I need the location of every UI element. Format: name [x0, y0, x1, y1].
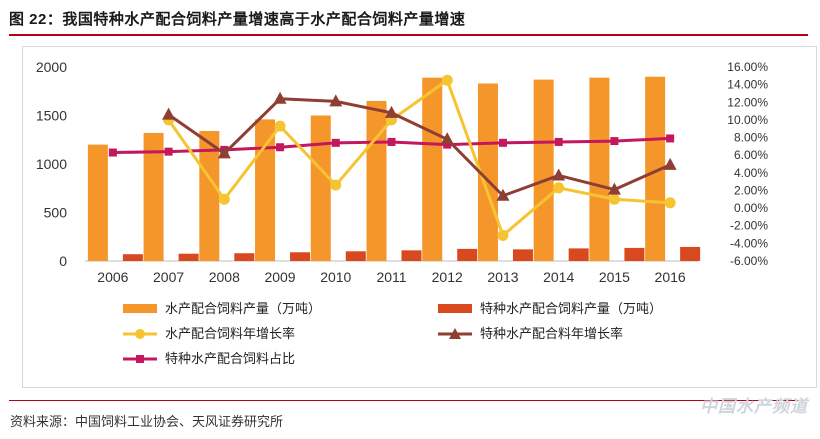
bar-special-feed-output — [457, 248, 478, 261]
feed-growth-line — [167, 78, 671, 237]
y-right-tick-label: 8.00% — [734, 131, 768, 145]
figure-title: 图 22：我国特种水产配合饲料产量增速高于水产配合饲料产量增速 — [9, 11, 466, 28]
bar-feed-output — [310, 115, 331, 261]
title-rule — [9, 34, 808, 36]
feed-growth-point — [330, 179, 342, 191]
x-tick-label: 2009 — [264, 269, 295, 285]
bar-feed-output — [366, 100, 387, 261]
bar-feed-output — [143, 132, 164, 261]
y-right-tick-label: 10.00% — [727, 113, 768, 127]
y-right-tick-label: -6.00% — [730, 254, 768, 268]
y-left-tick-label: 1500 — [36, 108, 67, 124]
share-point — [108, 148, 117, 157]
y-right-tick-label: 16.00% — [727, 60, 768, 74]
x-tick-label: 2016 — [655, 269, 686, 285]
bar-feed-output — [87, 144, 108, 261]
y-left-tick-label: 1000 — [36, 156, 67, 172]
x-tick-label: 2008 — [209, 269, 240, 285]
x-tick-label: 2012 — [432, 269, 463, 285]
y-left-tick-label: 2000 — [36, 59, 67, 75]
feed-growth-point — [608, 193, 620, 205]
special-growth-point — [440, 132, 454, 145]
bar-special-feed-output — [680, 246, 701, 261]
legend-label-0: 水产配合饲料产量（万吨） — [165, 301, 321, 316]
bar-special-feed-output — [624, 247, 645, 261]
legend-label-1: 特种水产配合饲料产量（万吨） — [480, 301, 662, 316]
feed-growth-point — [441, 74, 453, 86]
bar-special-feed-output — [234, 253, 255, 261]
x-tick-label: 2006 — [97, 269, 128, 285]
bar-special-feed-output — [512, 249, 533, 261]
x-tick-label: 2011 — [376, 269, 406, 285]
share-point — [276, 143, 285, 152]
x-tick-label: 2007 — [153, 269, 184, 285]
bar-feed-output — [589, 77, 610, 261]
x-tick-label: 2014 — [543, 269, 574, 285]
share-point — [498, 138, 507, 147]
special-growth-point — [552, 168, 566, 181]
x-tick-label: 2013 — [487, 269, 518, 285]
legend-label-3: 特种水产配合料年增长率 — [480, 326, 623, 341]
legend-marker-3 — [449, 328, 461, 339]
special-growth-point — [329, 94, 343, 107]
bar-feed-output — [645, 76, 666, 261]
feed-growth-point — [553, 182, 565, 194]
legend-marker-4 — [136, 355, 144, 363]
bar-special-feed-output — [401, 250, 422, 261]
bar-feed-output — [422, 77, 443, 261]
legend-label-2: 水产配合饲料年增长率 — [165, 326, 295, 341]
share-point — [610, 137, 619, 146]
special-growth-point — [496, 188, 510, 201]
bar-feed-output — [533, 79, 554, 261]
x-tick-label: 2010 — [320, 269, 351, 285]
y-right-tick-label: -2.00% — [730, 219, 768, 233]
bar-special-feed-output — [122, 254, 143, 261]
feed-growth-point — [218, 193, 230, 205]
special-growth-point — [217, 146, 231, 159]
bar-special-feed-output — [345, 251, 366, 261]
bar-feed-output — [199, 131, 220, 261]
bar-special-feed-output — [568, 248, 589, 261]
feed-growth-point — [497, 229, 509, 241]
share-point — [443, 140, 452, 149]
combo-chart: 0 500 1000 1500 2000 -6.00% -4.00% -2.00% 0.00% 2… — [36, 59, 768, 366]
share-point — [387, 137, 396, 146]
x-tick-label: 2015 — [599, 269, 630, 285]
share-point — [331, 138, 340, 147]
feed-growth-point — [664, 197, 676, 209]
bar-feed-output — [477, 83, 498, 261]
y-right-tick-label: 0.00% — [734, 201, 768, 215]
bar-feed-output — [255, 119, 276, 261]
special-growth-line — [167, 97, 671, 198]
share-point — [554, 137, 563, 146]
source-rule — [9, 400, 808, 401]
legend-marker-2 — [135, 329, 145, 339]
bar-special-feed-output — [290, 252, 311, 261]
legend-label-4: 特种水产配合饲料占比 — [165, 351, 295, 366]
watermark-logo: 中国水产频道 — [700, 397, 808, 416]
bar-special-feed-output — [178, 253, 199, 261]
y-right-tick-label: -4.00% — [730, 236, 768, 250]
chart-frame: 0 500 1000 1500 2000 -6.00% -4.00% -2.00% 0.00% 2… — [22, 46, 817, 388]
feed-growth-point — [274, 120, 286, 132]
y-right-tick-label: 6.00% — [734, 148, 768, 162]
y-right-tick-label: 2.00% — [734, 183, 768, 197]
share-point — [666, 134, 675, 143]
legend-swatch-1 — [438, 304, 472, 313]
special-growth-point — [607, 182, 621, 195]
y-left-tick-label: 0 — [59, 253, 67, 269]
special-growth-point — [385, 105, 398, 118]
legend-swatch-0 — [123, 304, 157, 313]
special-growth-point — [273, 91, 287, 104]
y-right-tick-label: 12.00% — [727, 95, 768, 109]
special-growth-point — [663, 157, 677, 170]
share-point — [164, 147, 173, 156]
y-right-tick-label: 14.00% — [727, 78, 768, 92]
y-left-tick-label: 500 — [44, 205, 68, 221]
y-right-tick-label: 4.00% — [734, 166, 768, 180]
special-growth-point — [162, 107, 176, 120]
source-note: 资料来源：中国饲料工业协会、天风证券研究所 — [10, 414, 284, 429]
